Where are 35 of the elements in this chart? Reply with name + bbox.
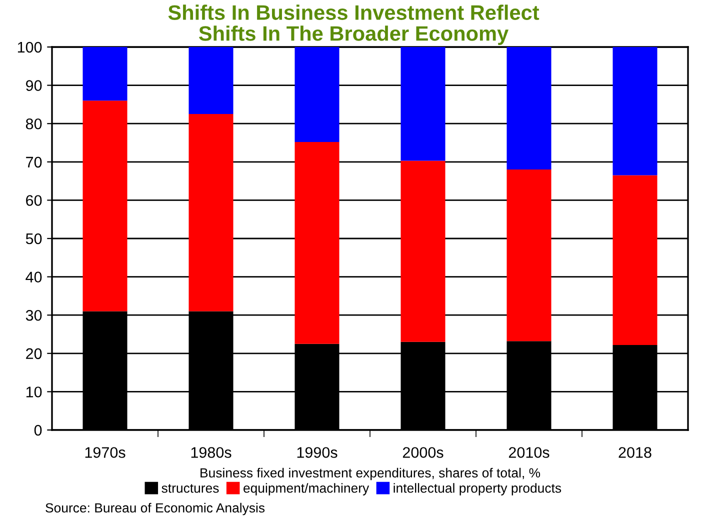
y-tick-label: 80 bbox=[26, 118, 42, 130]
y-tick-label: 10 bbox=[26, 386, 42, 398]
x-tick-label: 2000s bbox=[402, 447, 444, 458]
bar bbox=[188, 47, 234, 114]
bar bbox=[188, 114, 234, 312]
bar bbox=[506, 170, 552, 342]
legend-label: structures bbox=[162, 484, 219, 493]
bar bbox=[612, 175, 658, 345]
x-tick-label: 2010s bbox=[508, 447, 550, 458]
bar bbox=[506, 47, 552, 170]
source-note: Source: Bureau of Economic Analysis bbox=[46, 502, 265, 516]
legend-label: equipment/machinery bbox=[244, 483, 370, 496]
bar bbox=[612, 47, 658, 176]
bar bbox=[400, 160, 446, 342]
legend-label: intellectual property products bbox=[394, 483, 562, 496]
bar bbox=[294, 47, 340, 142]
y-tick-label: 30 bbox=[26, 310, 42, 321]
y-tick-label: 50 bbox=[26, 233, 42, 244]
x-tick-label: 1980s bbox=[191, 447, 232, 458]
y-tick-label: 60 bbox=[26, 195, 42, 206]
x-axis-title: Business fixed investment expenditures, shares of total, % bbox=[200, 468, 540, 480]
y-tick-label: 70 bbox=[26, 156, 42, 168]
y-tick-label: 0 bbox=[34, 424, 42, 436]
y-tick-label: 20 bbox=[26, 348, 42, 360]
y-tick-label: 40 bbox=[26, 272, 42, 282]
y-tick-label: 100 bbox=[18, 42, 42, 53]
x-tick-label: 2018 bbox=[618, 447, 652, 458]
bar bbox=[82, 100, 128, 312]
bar bbox=[82, 47, 128, 101]
bar bbox=[400, 47, 446, 161]
x-tick-label: 1990s bbox=[297, 447, 338, 458]
chart-title: Shifts In Business Investment Reflect Shifts In The Broader Economy bbox=[168, 4, 540, 45]
bar bbox=[294, 142, 340, 344]
y-tick-label: 90 bbox=[26, 80, 42, 91]
x-tick-label: 1970s bbox=[85, 447, 126, 458]
